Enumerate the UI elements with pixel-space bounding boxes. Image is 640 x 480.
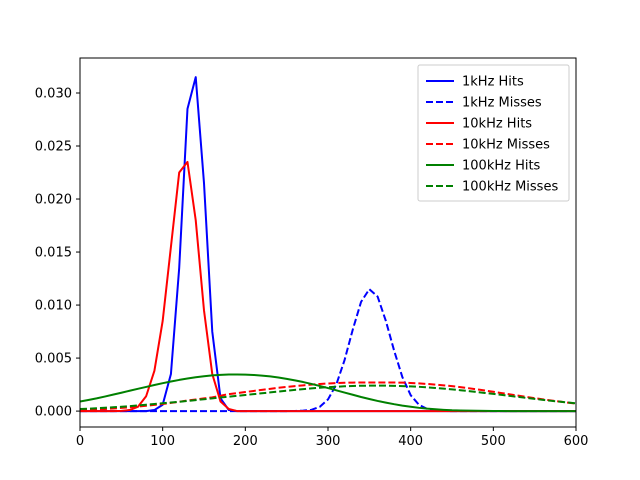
legend-label: 1kHz Hits	[462, 75, 524, 90]
x-tick-label: 100	[150, 434, 175, 449]
y-tick-label: 0.010	[35, 299, 72, 314]
y-tick-label: 0.015	[35, 246, 72, 261]
x-tick-label: 500	[481, 434, 506, 449]
x-tick-label: 300	[316, 434, 341, 449]
y-tick-label: 0.025	[35, 140, 72, 155]
x-tick-label: 400	[398, 434, 423, 449]
y-tick-label: 0.005	[35, 352, 72, 367]
y-tick-label: 0.030	[35, 86, 72, 101]
axis-ticks: 0 100 200 300 400 500 600 0.000 0.005 0.010 0.015 0…	[35, 86, 589, 449]
y-tick-label: 0.000	[35, 405, 72, 420]
legend: 1kHz Hits 1kHz Misses 10kHz Hits 10kHz Miss…	[417, 64, 570, 202]
series-lines	[80, 76, 576, 413]
legend-label: 1kHz Misses	[462, 96, 542, 111]
series-line-100khz-misses	[80, 384, 576, 410]
x-tick-label: 600	[564, 434, 589, 449]
x-tick-label: 200	[233, 434, 258, 449]
legend-label: 10kHz Misses	[462, 138, 550, 153]
legend-label: 10kHz Hits	[462, 117, 532, 132]
legend-label: 100kHz Hits	[462, 159, 541, 174]
y-tick-label: 0.020	[35, 193, 72, 208]
series-line-100khz-hits	[80, 373, 576, 413]
legend-label: 100kHz Misses	[462, 180, 558, 195]
x-tick-label: 0	[76, 434, 84, 449]
legend-box	[417, 64, 570, 202]
